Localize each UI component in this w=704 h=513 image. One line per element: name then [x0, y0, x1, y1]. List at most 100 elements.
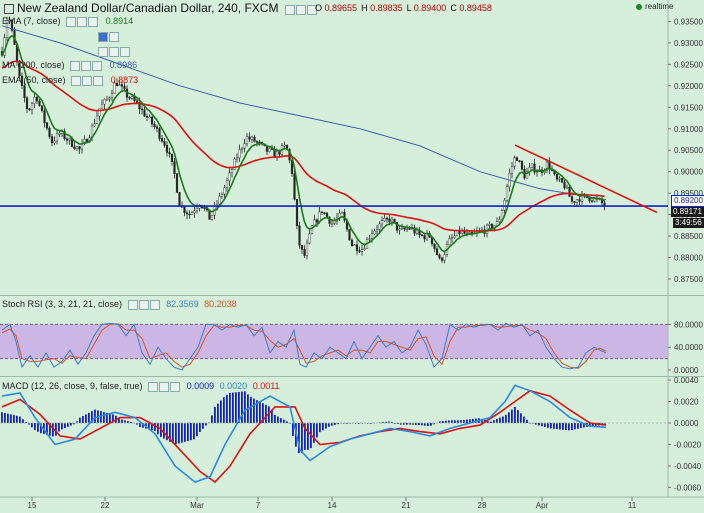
candle-body — [233, 158, 236, 170]
candle-body — [18, 60, 21, 77]
macd-hist-bar — [58, 423, 60, 432]
macd-hist-bar — [319, 423, 321, 433]
candle-body — [248, 136, 251, 140]
price-tick-label: 0.89500 — [674, 189, 703, 198]
macd-hist-bar — [454, 420, 456, 423]
macd-hist-bar — [127, 421, 129, 423]
candle-body — [105, 99, 109, 101]
legend-macd-controls[interactable] — [148, 381, 181, 392]
title-controls[interactable] — [284, 2, 318, 16]
candle-body — [303, 249, 306, 256]
macd-hist-bar — [430, 423, 432, 426]
resistance-trendline — [514, 144, 658, 214]
macd-hist-bar — [187, 423, 189, 442]
macd-hist-value: 0.0009 — [186, 381, 215, 391]
candle-body — [245, 136, 249, 144]
candle-body — [440, 257, 444, 261]
candle-body — [83, 139, 86, 145]
close-icon[interactable] — [306, 4, 317, 15]
candle-body — [558, 178, 561, 180]
macd-hist-bar — [61, 423, 63, 430]
macd-hist-bar — [13, 415, 15, 423]
x-tick-label: 21 — [402, 501, 411, 510]
candle-body — [408, 228, 411, 230]
candle-body — [93, 123, 96, 127]
candle-body — [375, 229, 379, 232]
macd-hist-bar — [178, 423, 180, 444]
ohlc-key-c: C — [450, 3, 460, 13]
macd-hist-bar — [214, 406, 216, 423]
candle-body — [433, 243, 436, 249]
macd-hist-bar — [577, 423, 579, 429]
settings-icon[interactable] — [284, 4, 295, 15]
candle-body — [188, 213, 191, 216]
macd-hist-bar — [523, 416, 525, 423]
candle-body — [38, 100, 41, 106]
macd-hist-bar — [148, 423, 150, 430]
candle-body — [185, 212, 189, 215]
stoch-d-value: 80.2038 — [204, 299, 237, 309]
ema7-line — [1, 34, 605, 253]
candle-body — [305, 243, 309, 256]
ema7-value: 0.8914 — [105, 16, 134, 26]
macd-hist-bar — [19, 416, 21, 423]
macd-tick-label: 0.0040 — [674, 376, 699, 385]
x-tick-label: 28 — [478, 501, 487, 510]
legend-blank-2-controls[interactable] — [98, 46, 131, 57]
legend-ma200-controls[interactable] — [70, 60, 103, 71]
macd-hist-bar — [88, 412, 90, 423]
candle-body — [118, 84, 121, 87]
ma200-value: 0.8986 — [109, 60, 138, 70]
candle-body — [98, 108, 101, 117]
x-tick-label: 15 — [28, 501, 37, 510]
legend-ema7-controls[interactable] — [66, 16, 99, 27]
macd-hist-bar — [325, 423, 327, 429]
macd-hist-bar — [82, 416, 84, 423]
macd-hist-bar — [25, 421, 27, 423]
macd-hist-bar — [331, 423, 333, 426]
symbol-box-icon[interactable] — [4, 3, 14, 14]
macd-hist-bar — [280, 418, 282, 423]
macd-hist-bar — [157, 423, 159, 435]
macd-hist-bar — [265, 404, 267, 423]
bar-timer-tag: 3:49:56 — [673, 218, 704, 228]
legend-stoch: Stoch RSI (3, 3, 21, 21, close) 82.3569 … — [2, 299, 237, 310]
macd-hist-bar — [556, 423, 558, 430]
macd-hist-bar — [346, 423, 348, 424]
macd-hist-bar — [367, 423, 369, 424]
macd-hist-bar — [343, 423, 345, 424]
candle-body — [568, 186, 571, 197]
macd-hist-bar — [442, 421, 444, 423]
macd-hist-bar — [136, 423, 138, 425]
candle-body — [380, 220, 384, 225]
macd-hist-bar — [94, 409, 96, 423]
candle-body — [330, 223, 334, 225]
macd-hist-bar — [100, 411, 102, 423]
macd-hist-bar — [406, 423, 408, 425]
macd-hist-bar — [334, 423, 336, 425]
macd-hist-bar — [505, 414, 507, 423]
macd-hist-bar — [49, 423, 51, 436]
macd-hist-bar — [496, 418, 498, 423]
macd-hist-bar — [592, 423, 594, 427]
candle-body — [35, 96, 39, 102]
macd-hist-bar — [313, 423, 315, 443]
hide-icon[interactable] — [295, 4, 306, 15]
macd-hist-bar — [196, 423, 198, 437]
macd-hist-bar — [73, 423, 75, 425]
macd-hist-bar — [424, 423, 426, 426]
candle-body — [438, 254, 441, 259]
level-price-tag: 0.89200 — [671, 195, 704, 207]
legend-ema50-controls[interactable] — [71, 75, 104, 86]
legend-stoch-controls[interactable] — [127, 299, 161, 310]
candle-body — [545, 161, 549, 171]
candle-body — [40, 105, 44, 111]
macd-hist-bar — [502, 416, 504, 423]
macd-hist-bar — [589, 423, 591, 427]
candle-body — [110, 93, 114, 98]
candle-body — [235, 157, 239, 160]
candle-body — [170, 153, 174, 162]
legend-blank-1-controls[interactable] — [98, 31, 120, 42]
macd-hist-bar — [229, 392, 231, 423]
